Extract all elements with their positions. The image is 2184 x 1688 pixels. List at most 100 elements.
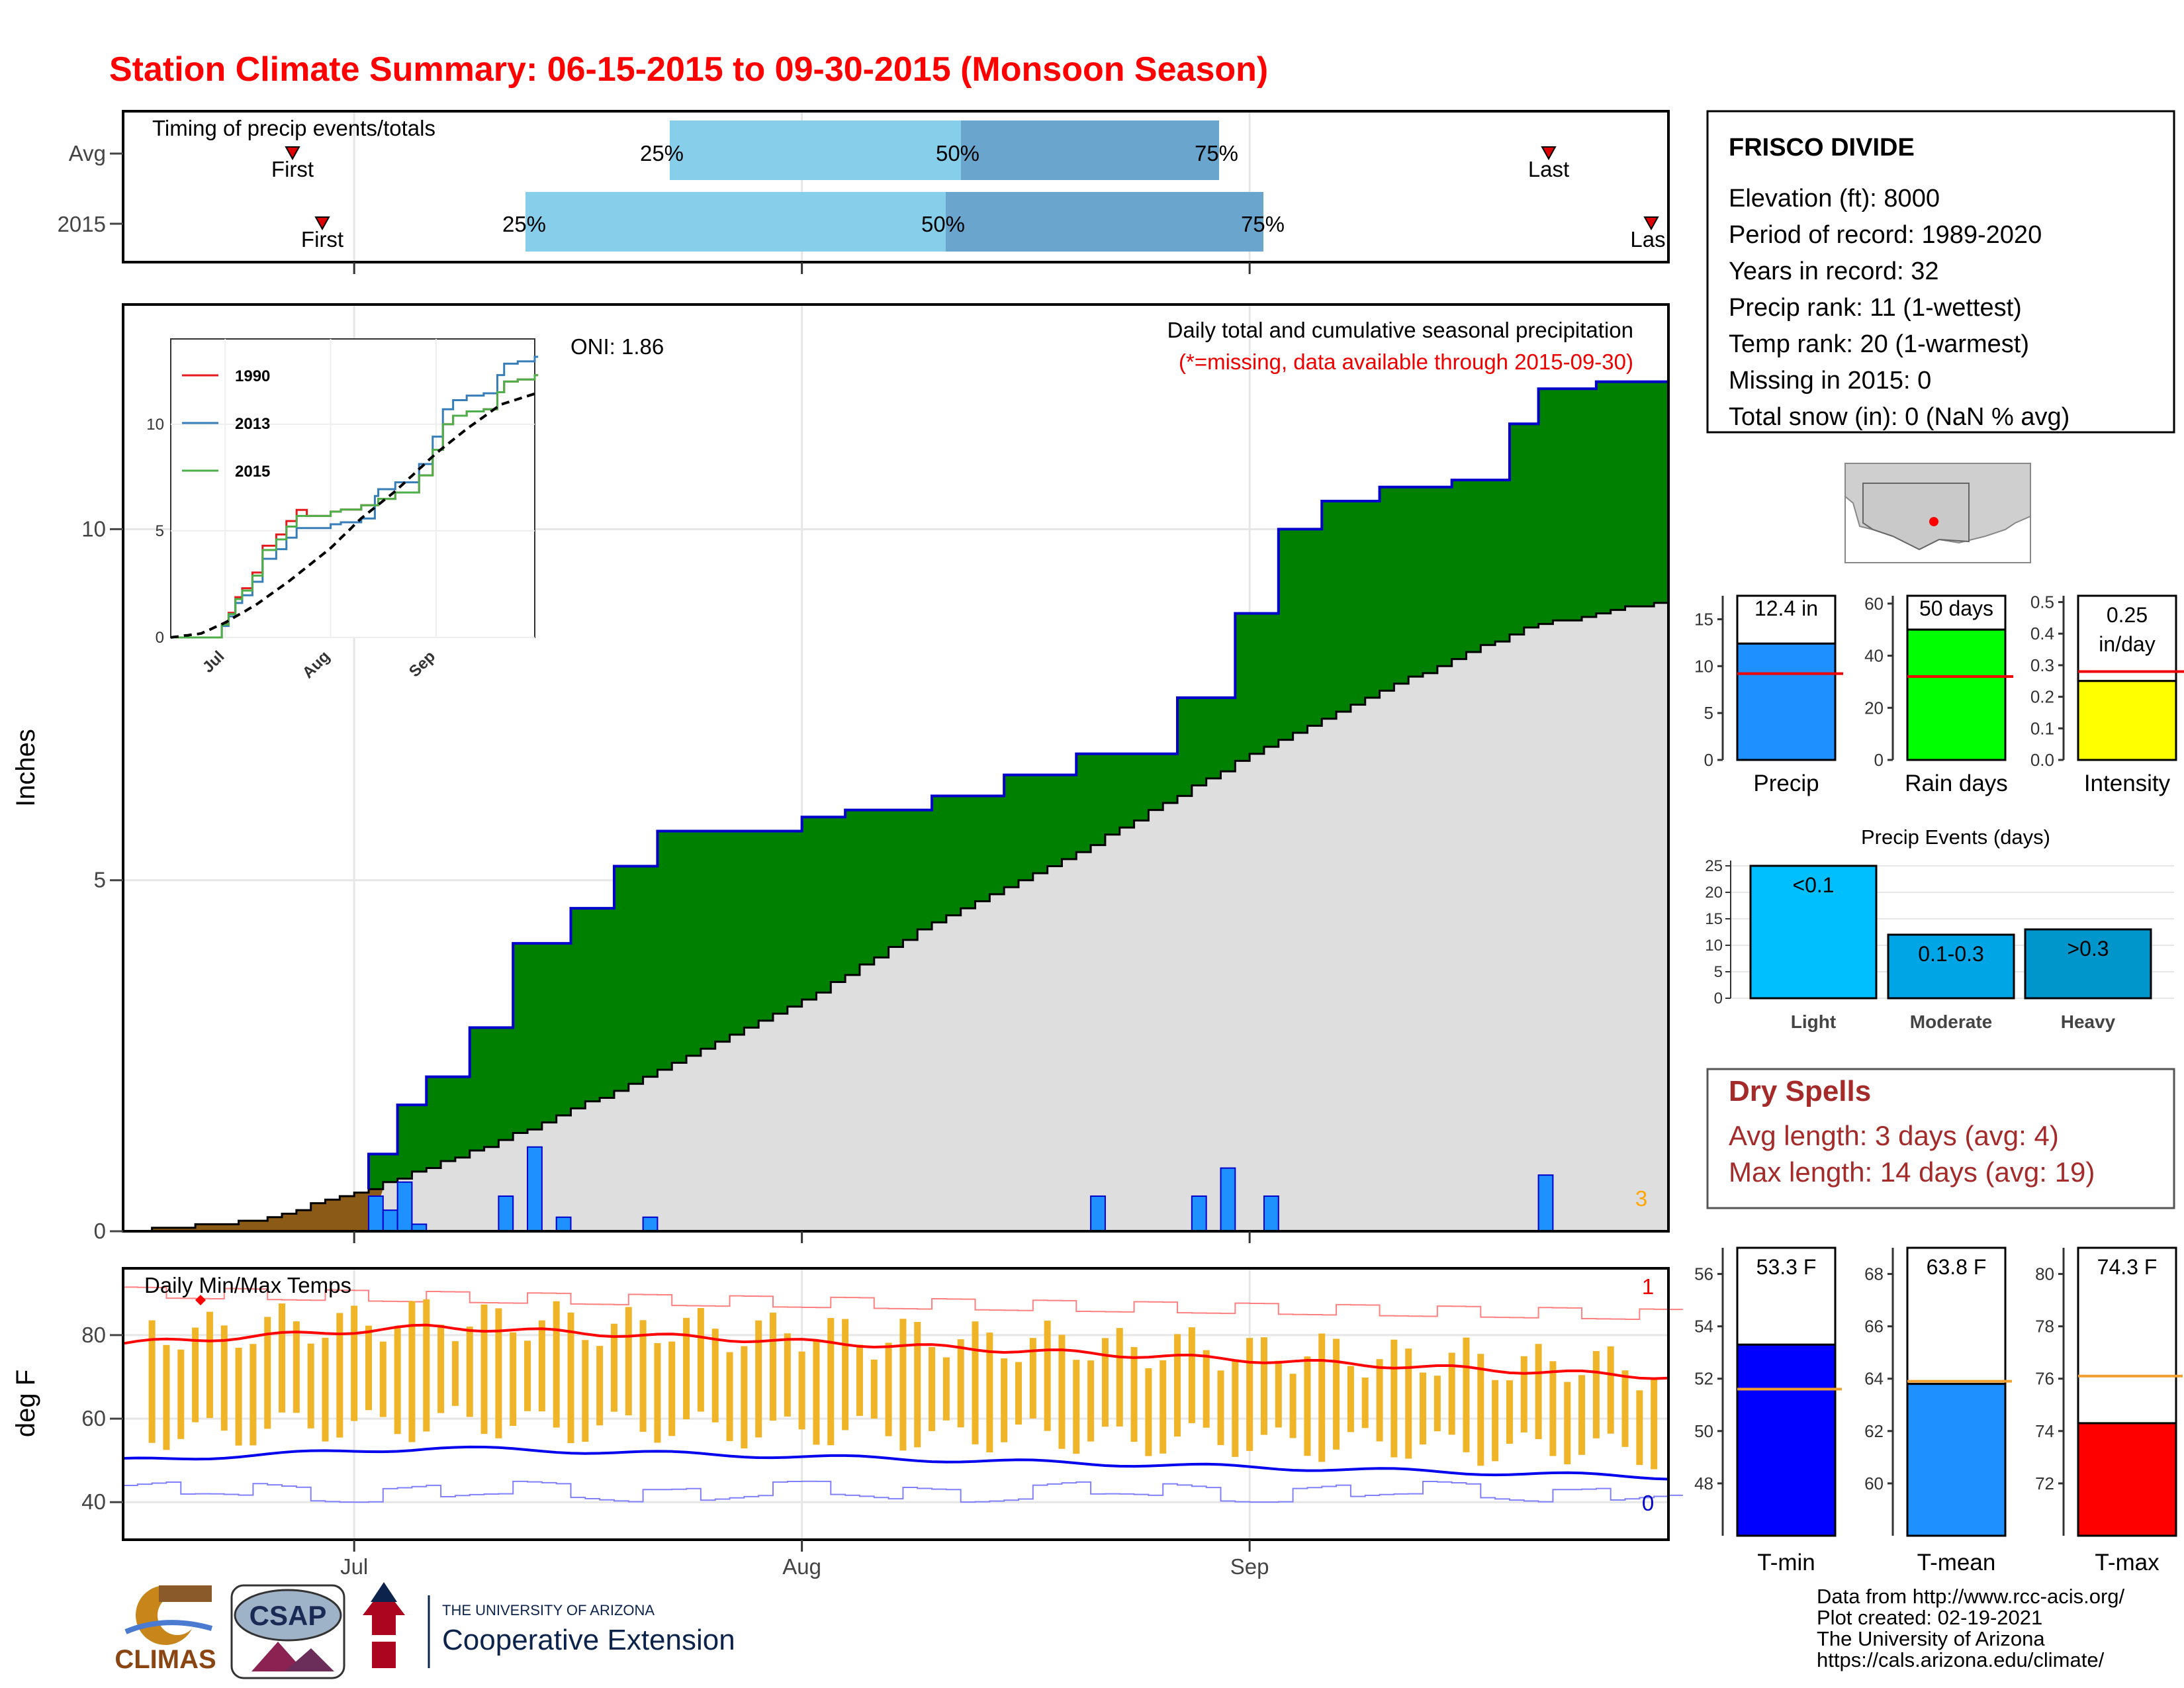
daily-temp-bar	[567, 1312, 574, 1444]
daily-temp-bar	[322, 1337, 329, 1442]
daily-temp-bar	[1232, 1360, 1239, 1457]
daily-temp-bar	[1174, 1334, 1181, 1437]
daily-temp-bar	[697, 1307, 704, 1412]
mini-y-tick-label: 0	[1874, 750, 1884, 770]
footer-credits: Data from http://www.rcc-acis.org/ Plot …	[1817, 1585, 2125, 1671]
precip-summary-bars: 0 5 10 15 12.4 in Precip 0 20 40 60 50 days Rain da…	[1694, 592, 2184, 796]
daily-temp-bar	[1087, 1360, 1095, 1442]
daily-temp-bar	[1058, 1335, 1066, 1449]
station-name: FRISCO DIVIDE	[1729, 134, 1915, 162]
daily-temp-bar	[1116, 1328, 1123, 1427]
temp-bar-value: 74.3 F	[2097, 1255, 2158, 1279]
daily-temp-bar	[1651, 1379, 1658, 1470]
avg-first-label: First	[271, 157, 314, 181]
mini-bar-value: 50 days	[1919, 596, 1993, 620]
station-years: Years in record: 32	[1729, 258, 1939, 285]
daily-temp-bar	[1549, 1361, 1557, 1456]
daily-temp-bar	[784, 1333, 791, 1417]
daily-temp-bar	[1073, 1360, 1080, 1454]
footer-university: The University of Arizona	[1817, 1627, 2045, 1650]
temp-bar-y-tick-label: 80	[2035, 1264, 2054, 1284]
daily-temp-bar	[293, 1321, 300, 1413]
record-high-marker	[195, 1295, 206, 1305]
daily-temp-bar	[1390, 1339, 1398, 1458]
csap-logo: CSAP	[230, 1584, 345, 1679]
temp-ylabel: deg F	[11, 1370, 40, 1437]
daily-temp-bar	[1029, 1338, 1036, 1419]
daily-temp-bar	[1188, 1327, 1195, 1423]
mini-y-tick-label: 0.3	[2030, 655, 2054, 675]
ua-logo: THE UNIVERSITY OF ARIZONA Cooperative Ex…	[363, 1582, 735, 1668]
daily-temp-bar	[856, 1344, 863, 1416]
temp-bar-y-tick-label: 54	[1694, 1317, 1713, 1336]
daily-temp-bar	[914, 1322, 921, 1448]
inset-y-tick-label: 10	[146, 416, 164, 434]
events-bar-label: <0.1	[1792, 873, 1834, 897]
station-temp-rank: Temp rank: 20 (1-warmest)	[1729, 330, 2029, 358]
temp-bar-y-tick-label: 56	[1694, 1264, 1713, 1284]
climas-logo: CLIMAS	[114, 1585, 216, 1674]
events-y-tick-label: 10	[1705, 937, 1723, 955]
daily-temp-bar	[1001, 1358, 1008, 1442]
daily-temp-bar	[711, 1329, 719, 1423]
precip-yaxis: 0 5 10	[81, 516, 1251, 1243]
daily-temp-bar	[408, 1301, 416, 1442]
daily-temp-bar	[394, 1327, 401, 1434]
daily-temp-bar	[553, 1301, 560, 1428]
daily-precip-bars	[367, 1146, 1554, 1233]
dry-spells-avg: Avg length: 3 days (avg: 4)	[1729, 1120, 2059, 1151]
daily-temp-bar	[1376, 1359, 1383, 1442]
daily-temp-bar	[1578, 1375, 1586, 1455]
daily-temp-bar	[1492, 1380, 1499, 1462]
precip-events-chart: Precip Events (days) 0 5 10 15 20 25 <0.1 Light…	[1705, 825, 2174, 1032]
y2015-p75-label: 75%	[1241, 212, 1285, 236]
daily-temp-bar	[1130, 1346, 1138, 1442]
daily-temp-bar	[279, 1303, 286, 1413]
daily-temp-bar	[770, 1312, 777, 1421]
temp-bar-y-tick-label: 62	[1864, 1421, 1884, 1441]
temp-bar-label: T-max	[2095, 1550, 2160, 1575]
daily-temp-bar	[842, 1319, 849, 1430]
temp-bar-y-tick-label: 68	[1864, 1264, 1884, 1284]
mini-bar-label: Rain days	[1905, 771, 2008, 796]
daily-temp-bar	[510, 1332, 517, 1427]
ua-logo-line-1: THE UNIVERSITY OF ARIZONA	[442, 1602, 655, 1618]
mini-bar-value-unit: in/day	[2099, 632, 2155, 656]
daily-precip-bar	[555, 1216, 572, 1232]
record-high-line	[123, 1286, 1683, 1320]
mini-y-tick-label: 10	[1694, 656, 1713, 676]
daily-temp-bar	[148, 1320, 156, 1443]
daily-temp-bar	[1448, 1352, 1455, 1435]
daily-temp-bar	[596, 1346, 604, 1426]
station-info-box: FRISCO DIVIDE Elevation (ft): 8000 Perio…	[1706, 110, 2175, 434]
temp-bar-fill	[1736, 1343, 1837, 1537]
daily-temp-bar	[1275, 1360, 1282, 1428]
daily-temp-bar	[1203, 1350, 1210, 1428]
daily-temp-bar	[1607, 1346, 1614, 1434]
daily-temp-bar	[813, 1340, 820, 1445]
dry-spells-max: Max length: 14 days (avg: 19)	[1729, 1156, 2095, 1188]
daily-temp-bar	[942, 1357, 950, 1421]
daily-temp-bar	[1636, 1390, 1643, 1466]
temp-bar-label: T-min	[1757, 1550, 1815, 1575]
daily-temp-bar	[1044, 1321, 1051, 1431]
mini-y-tick-label: 60	[1864, 594, 1884, 614]
daily-temp-bar	[1289, 1374, 1297, 1438]
locator-map	[1844, 463, 2031, 563]
early-season-area	[123, 1189, 383, 1231]
daily-temp-bar	[524, 1340, 531, 1411]
temp-y-tick-label: 80	[81, 1323, 106, 1347]
daily-temp-bar	[683, 1317, 690, 1420]
y-tick-label: 0	[94, 1219, 106, 1243]
daily-temp-bar	[264, 1317, 271, 1429]
daily-temp-bar	[336, 1313, 343, 1438]
oni-label: ONI: 1.86	[570, 334, 664, 359]
daily-temp-range-bars	[148, 1299, 1658, 1470]
footer-url: https://cals.arizona.edu/climate/	[1817, 1648, 2105, 1671]
y2015-last-marker	[1643, 216, 1659, 231]
daily-temp-bar	[451, 1341, 459, 1406]
daily-temp-bar	[1318, 1333, 1326, 1462]
daily-temp-bar	[177, 1349, 185, 1439]
daily-temp-bar	[827, 1318, 835, 1446]
